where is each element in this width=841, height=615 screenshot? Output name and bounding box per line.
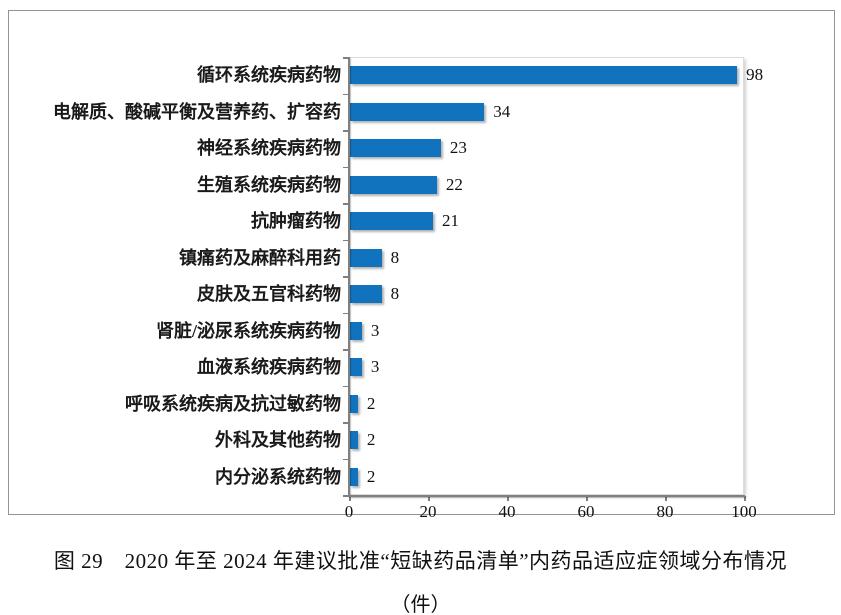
category-label: 神经系统疾病药物	[197, 138, 341, 159]
x-tick-label: 80	[656, 502, 674, 521]
bar	[350, 102, 485, 121]
bar	[350, 212, 433, 231]
y-axis-tick	[343, 458, 348, 460]
category-label: 肾脏/泌尿系统疾病药物	[156, 320, 341, 341]
x-axis-tick	[349, 496, 351, 501]
category-label: 电解质、酸碱平衡及营养药、扩容药	[53, 101, 341, 122]
category-label: 皮肤及五官科药物	[197, 284, 341, 305]
bar	[350, 248, 382, 267]
y-axis-tick	[343, 166, 348, 168]
value-label: 2	[366, 430, 376, 450]
value-label: 21	[441, 211, 459, 231]
category-label: 镇痛药及麻醉科用药	[179, 247, 341, 268]
caption-text: 图 29 2020 年至 2024 年建议批准“短缺药品清单”内药品适应症领域分…	[53, 549, 788, 573]
y-axis-tick	[343, 57, 348, 59]
value-label: 2	[366, 393, 376, 413]
bar	[350, 394, 358, 413]
value-label: 8	[390, 284, 400, 304]
category-label: 抗肿瘤药物	[251, 211, 341, 232]
y-axis-tick	[343, 130, 348, 132]
y-axis-tick	[343, 276, 348, 278]
y-axis-line	[348, 57, 350, 496]
x-axis-tick	[744, 496, 746, 501]
x-tick-label: 100	[731, 502, 757, 521]
plot-area	[349, 57, 744, 495]
bar	[350, 175, 437, 194]
x-tick-label: 40	[498, 502, 516, 521]
y-axis-tick	[343, 422, 348, 424]
y-axis-tick	[343, 203, 348, 205]
bar	[350, 66, 738, 85]
bar	[350, 285, 382, 304]
category-label: 循环系统疾病药物	[197, 65, 341, 86]
value-label: 8	[390, 247, 400, 267]
category-label: 内分泌系统药物	[215, 466, 341, 487]
y-axis-tick	[343, 495, 348, 497]
x-axis-tick	[665, 496, 667, 501]
x-tick-label: 60	[577, 502, 595, 521]
y-axis-tick	[343, 93, 348, 95]
value-label: 98	[746, 65, 764, 85]
category-label: 血液系统疾病药物	[197, 357, 341, 378]
bar	[350, 139, 441, 158]
bar	[350, 321, 362, 340]
x-axis-tick	[507, 496, 509, 501]
bar	[350, 431, 358, 450]
x-axis-tick	[586, 496, 588, 501]
y-axis-tick	[343, 239, 348, 241]
value-label: 3	[370, 357, 380, 377]
caption-unit: （件）	[390, 594, 451, 615]
category-label: 外科及其他药物	[215, 430, 341, 451]
value-label: 23	[449, 138, 467, 158]
x-tick-label: 0	[344, 502, 354, 521]
y-axis-tick	[343, 312, 348, 314]
bar	[350, 358, 362, 377]
x-axis-tick	[428, 496, 430, 501]
y-axis-tick	[343, 385, 348, 387]
value-label: 34	[493, 101, 511, 121]
y-axis-tick	[343, 349, 348, 351]
category-label: 呼吸系统疾病及抗过敏药物	[125, 393, 341, 414]
x-axis-line	[348, 495, 745, 497]
chart-container: 循环系统疾病药物 98 电解质、酸碱平衡及营养药、扩容药 34 神经系统疾病药物 23 生殖…	[8, 10, 835, 521]
value-label: 22	[445, 174, 463, 194]
figure-caption: 图 29 2020 年至 2024 年建议批准“短缺药品清单”内药品适应症领域分…	[0, 548, 841, 615]
value-label: 3	[370, 320, 380, 340]
bar	[350, 467, 358, 486]
x-tick-label: 20	[419, 502, 437, 521]
value-label: 2	[366, 466, 376, 486]
category-label: 生殖系统疾病药物	[197, 174, 341, 195]
